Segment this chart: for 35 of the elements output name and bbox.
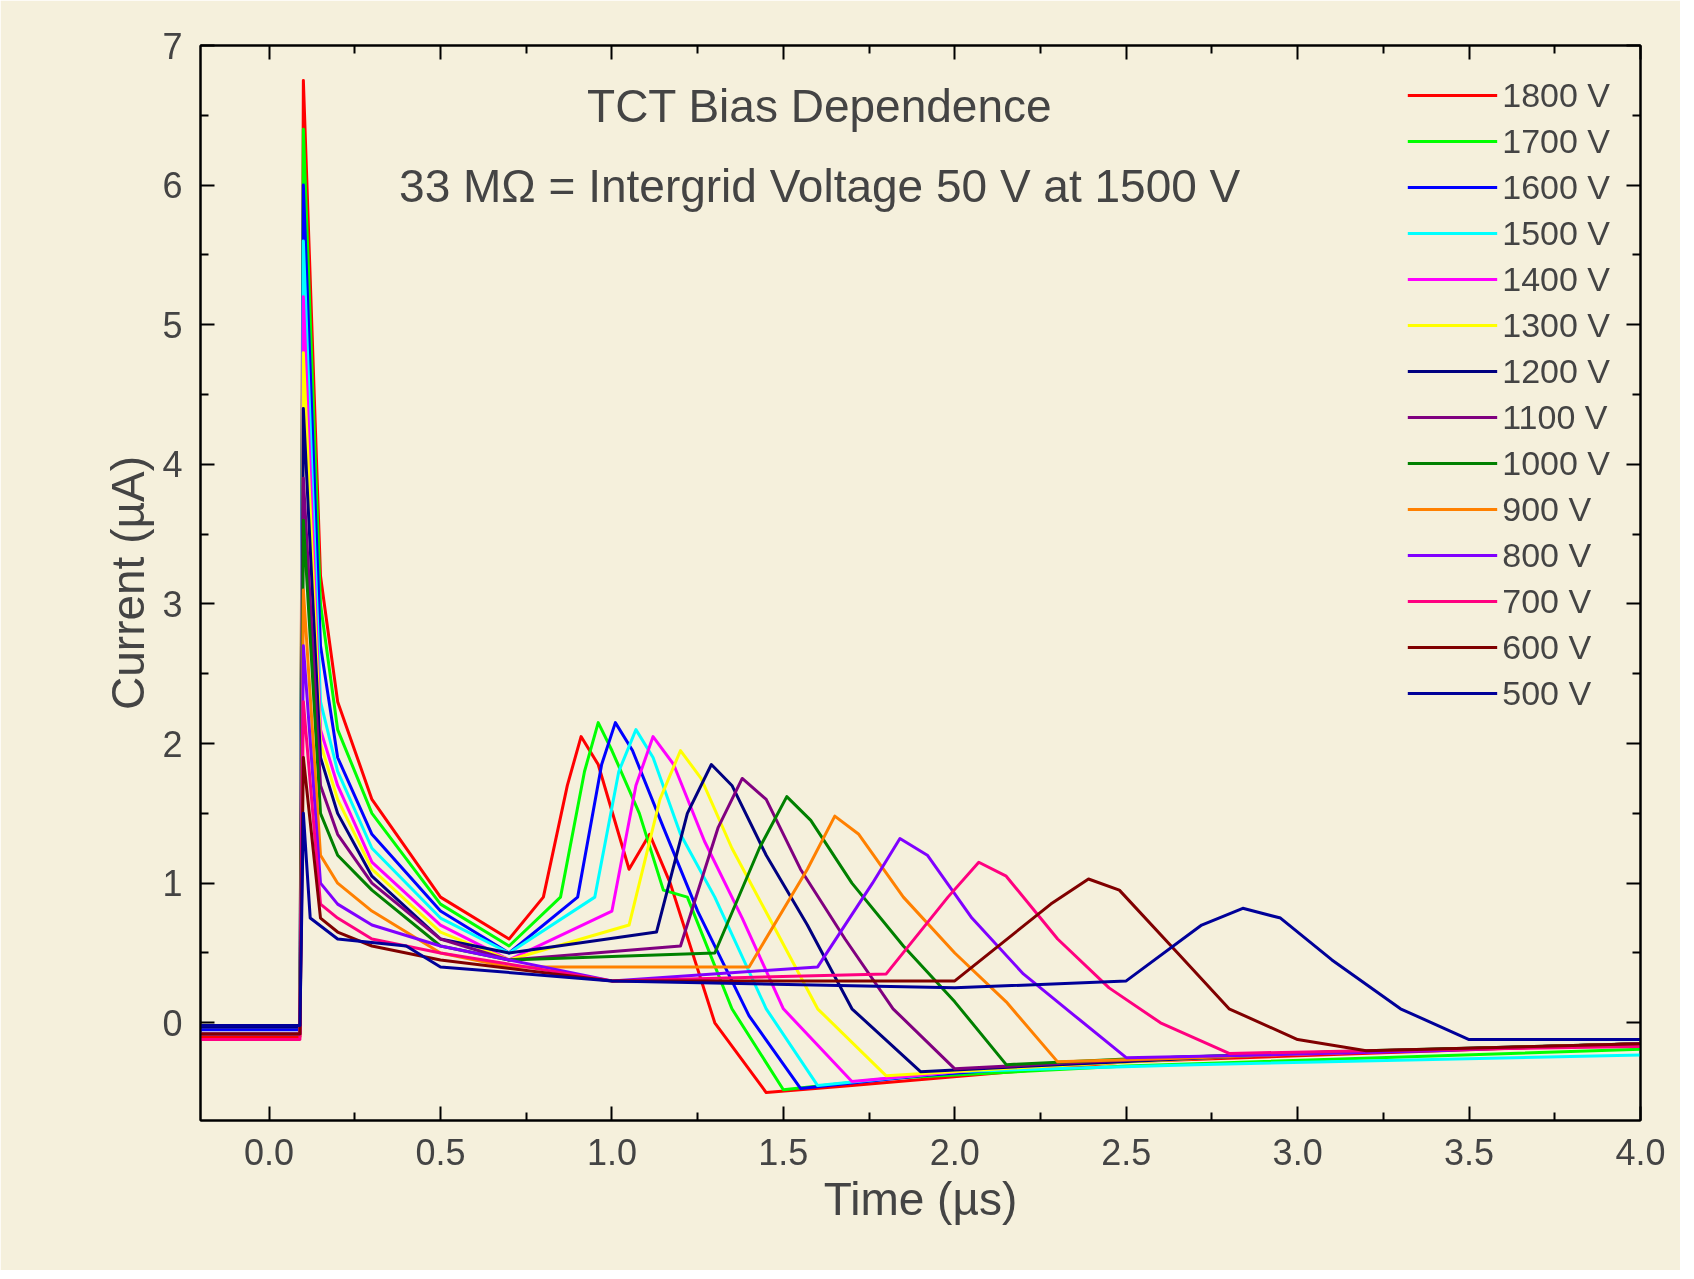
- legend-label: 600 V: [1502, 627, 1592, 667]
- x-tick-label: 2.0: [929, 1131, 980, 1173]
- y-tick-label: 2: [162, 723, 183, 765]
- y-tick-label: 5: [162, 304, 183, 346]
- x-tick-label: 1.5: [758, 1131, 809, 1173]
- y-tick-label: 3: [162, 583, 183, 625]
- legend-label: 800 V: [1502, 535, 1592, 575]
- y-tick-label: 6: [162, 165, 183, 207]
- legend-label: 1300 V: [1502, 305, 1610, 345]
- legend-label: 1100 V: [1502, 397, 1608, 437]
- y-tick-label: 7: [162, 25, 183, 67]
- y-tick-label: 1: [162, 863, 183, 905]
- legend-label: 1500 V: [1502, 213, 1610, 253]
- x-tick-label: 3.5: [1444, 1131, 1495, 1173]
- legend-label: 1400 V: [1502, 259, 1610, 299]
- legend-label: 1000 V: [1502, 443, 1610, 483]
- legend-label: 500 V: [1502, 673, 1592, 713]
- legend-label: 1700 V: [1502, 121, 1610, 161]
- legend-label: 1800 V: [1502, 75, 1610, 115]
- y-tick-label: 0: [162, 1002, 183, 1044]
- legend-label: 700 V: [1502, 581, 1592, 621]
- text: 33 MΩ = Intergrid Voltage 50 V at 1500 V: [399, 160, 1241, 213]
- x-tick-label: 0.5: [415, 1131, 466, 1173]
- y-tick-label: 4: [162, 444, 183, 486]
- x-tick-label: 4.0: [1615, 1131, 1666, 1173]
- x-tick-label: 3.0: [1272, 1131, 1323, 1173]
- legend-label: 1600 V: [1502, 167, 1610, 207]
- text: TCT Bias Dependence: [587, 79, 1052, 132]
- y-axis-title: Current (µA): [102, 455, 155, 710]
- legend-label: 900 V: [1502, 489, 1592, 529]
- legend-label: 1200 V: [1502, 351, 1610, 391]
- x-tick-label: 1.0: [586, 1131, 637, 1173]
- x-tick-label: 0.0: [244, 1131, 295, 1173]
- x-axis-title: Time (µs): [823, 1172, 1018, 1225]
- x-tick-label: 2.5: [1101, 1131, 1152, 1173]
